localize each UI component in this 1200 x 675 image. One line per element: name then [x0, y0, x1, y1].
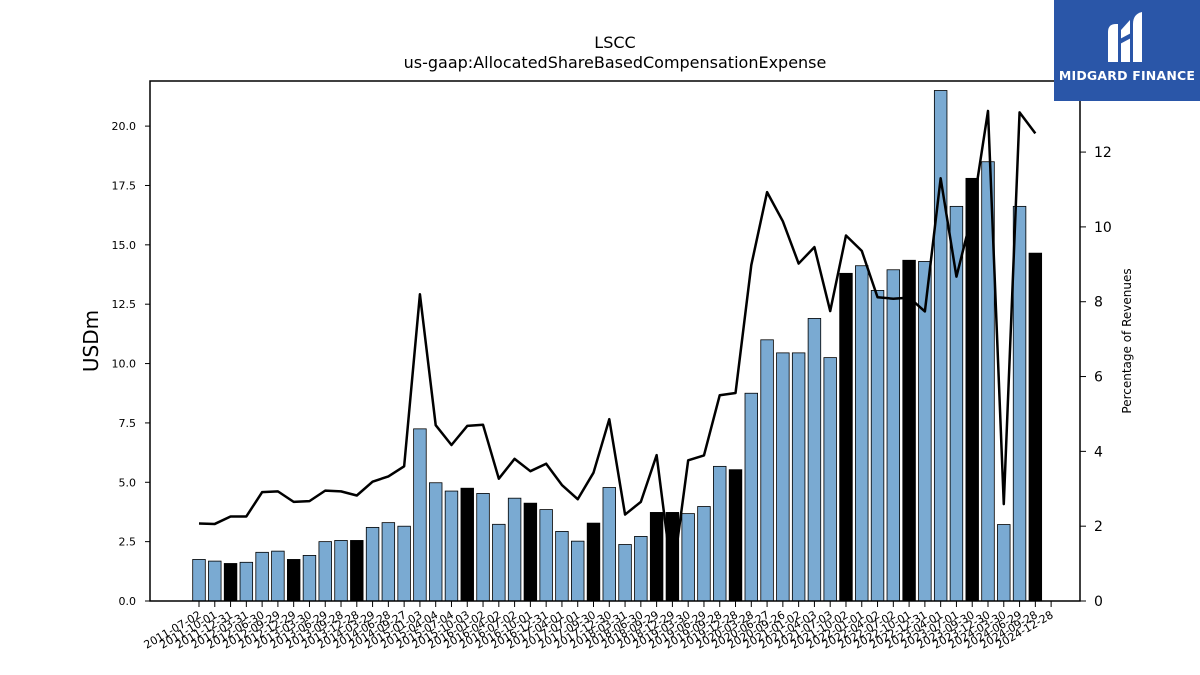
bar [413, 428, 427, 602]
bar [208, 560, 222, 602]
y-tick-label: 17.5 [112, 179, 137, 192]
bar [1012, 205, 1027, 602]
bar [507, 497, 522, 602]
y-tick-label: 2.5 [119, 536, 137, 549]
bar [602, 487, 616, 602]
bar [1028, 252, 1043, 602]
bar [286, 559, 301, 602]
bar [949, 205, 964, 602]
y-tick-label: 5.0 [119, 476, 137, 489]
bar-group [192, 90, 1043, 602]
bar [728, 469, 743, 602]
y2-tick-label: 6 [1094, 370, 1103, 386]
y-tick-label: 15.0 [112, 239, 137, 252]
plot-frame [149, 80, 1081, 602]
y-axis-label: USDm [79, 310, 103, 372]
bar [318, 541, 332, 602]
bar [444, 490, 459, 602]
bar [397, 525, 411, 602]
bar [460, 487, 474, 602]
bar [523, 502, 538, 602]
chart-subtitle: us-gaap:AllocatedShareBasedCompensationE… [404, 53, 827, 72]
bar [776, 352, 790, 602]
bar [365, 526, 380, 602]
y-tick-label: 0.0 [119, 595, 137, 608]
bar [997, 524, 1011, 602]
bar [618, 544, 632, 602]
bar [839, 272, 853, 602]
bar [649, 512, 664, 602]
y2-axis-label: Percentage of Revenues [1120, 268, 1134, 413]
y-axis-right: 0 2 4 6 8 10 12 [1080, 145, 1112, 610]
bar [302, 555, 317, 602]
bar [791, 352, 806, 602]
bar [681, 513, 695, 602]
y2-tick-label: 2 [1094, 519, 1103, 535]
y-tick-label: 7.5 [119, 417, 137, 430]
bar [350, 540, 364, 602]
bar [744, 392, 759, 602]
x-axis: 2011-07-022011-10-012011-12-312012-03-31… [142, 601, 1056, 652]
bar [807, 318, 822, 602]
bar [239, 561, 254, 602]
bar [428, 482, 443, 602]
percentage-line [198, 109, 1037, 580]
bar [823, 357, 837, 602]
bar [933, 90, 948, 602]
bar [555, 531, 569, 602]
bar [902, 259, 916, 602]
midgard-logo-icon [1108, 12, 1142, 62]
bar [713, 465, 727, 602]
bar [571, 540, 585, 602]
bar [255, 551, 269, 602]
chart-title: LSCC [594, 33, 635, 52]
bar [381, 522, 396, 602]
y2-tick-label: 12 [1094, 145, 1112, 161]
bar [271, 550, 285, 602]
bar [870, 290, 885, 602]
bar [965, 177, 979, 602]
bar [697, 506, 711, 602]
y2-tick-label: 4 [1094, 444, 1103, 460]
bar [492, 523, 506, 602]
y-axis-left: 0.0 2.5 5.0 7.5 10.0 12.5 15.0 17.5 20.0 [112, 120, 150, 608]
y2-tick-label: 10 [1094, 220, 1112, 236]
bar [223, 563, 238, 602]
bar [760, 339, 774, 602]
y-tick-label: 12.5 [112, 298, 137, 311]
brand-name: MIDGARD FINANCE [1058, 68, 1196, 83]
y2-tick-label: 8 [1094, 295, 1103, 311]
bar [855, 265, 869, 602]
bar [539, 509, 553, 602]
bar [634, 536, 648, 602]
bar [665, 512, 680, 602]
y-tick-label: 10.0 [112, 358, 137, 371]
bar [476, 493, 490, 602]
y2-tick-label: 0 [1094, 594, 1103, 610]
bar [886, 269, 901, 602]
bar [192, 559, 206, 602]
bar [334, 540, 348, 602]
y-tick-label: 20.0 [112, 120, 137, 133]
bar [586, 522, 601, 602]
midgard-finance-logo: MIDGARD FINANCE [1054, 0, 1200, 101]
